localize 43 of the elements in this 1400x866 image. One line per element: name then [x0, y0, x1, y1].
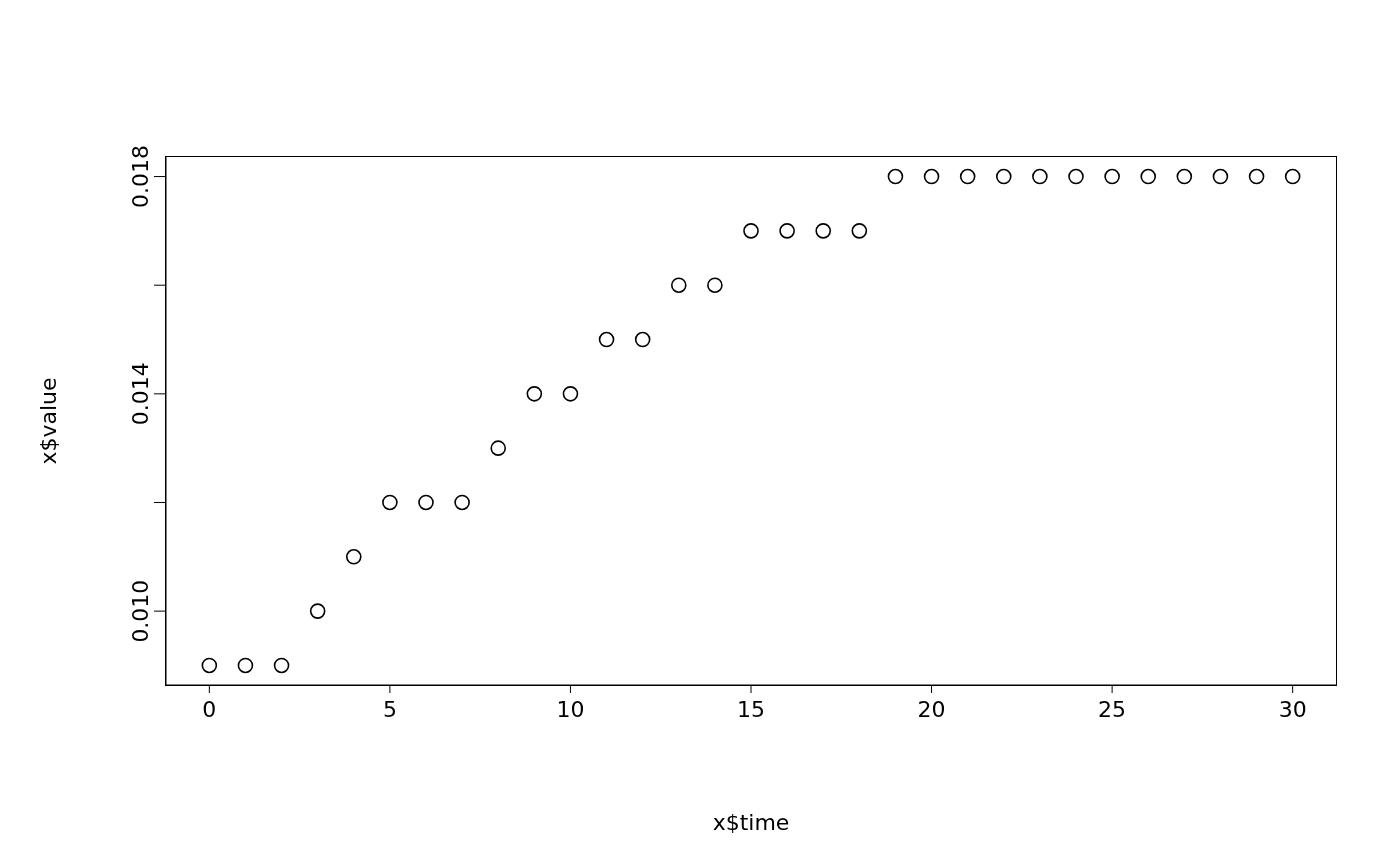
x-tick-label: 30: [1278, 697, 1307, 722]
point: [634, 331, 651, 348]
point: [1248, 168, 1265, 185]
x-tick-label: 15: [737, 697, 765, 722]
point: [309, 603, 326, 619]
point: [598, 331, 615, 348]
x-tick-label: 5: [382, 697, 397, 722]
x-tick-label: 0: [202, 697, 217, 722]
y-tick-label: 0.010: [128, 579, 153, 643]
point: [1140, 168, 1157, 185]
point: [959, 168, 976, 185]
y-tick-label: 0.014: [128, 362, 153, 426]
point: [707, 277, 723, 293]
x-tick-label: 20: [917, 697, 946, 722]
point: [743, 223, 759, 239]
point: [418, 494, 434, 511]
point: [201, 657, 218, 674]
point: [273, 657, 290, 674]
point: [382, 494, 398, 511]
point: [1104, 168, 1120, 185]
point: [1032, 168, 1048, 185]
point: [851, 223, 868, 239]
point: [1284, 168, 1301, 185]
point: [670, 277, 687, 293]
point: [345, 549, 362, 565]
y-axis-title: x$value: [35, 377, 61, 465]
point: [923, 168, 940, 185]
point: [995, 168, 1012, 185]
point: [1068, 168, 1084, 185]
x-tick-label: 10: [556, 697, 585, 722]
point: [454, 494, 470, 511]
point: [562, 386, 579, 402]
point: [815, 223, 832, 239]
point: [1176, 168, 1193, 185]
point: [490, 440, 507, 456]
point: [1212, 168, 1229, 185]
point: [237, 657, 254, 674]
point: [526, 386, 543, 402]
x-tick-label: 25: [1098, 697, 1127, 722]
x-axis-title: x$time: [712, 810, 790, 835]
point: [887, 168, 904, 185]
point: [779, 223, 795, 239]
y-tick-label: 0.018: [128, 145, 153, 209]
